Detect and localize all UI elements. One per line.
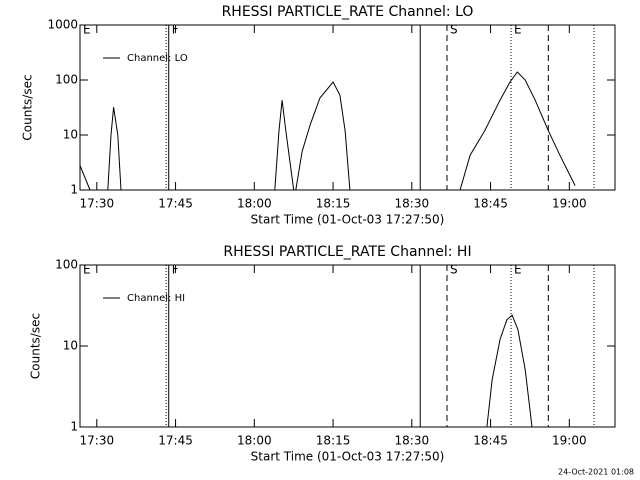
data-line [486, 314, 533, 428]
x-tick-label: 19:00 [552, 197, 587, 211]
x-axis-label: Start Time (01-Oct-03 17:27:50) [251, 213, 445, 227]
marker-label: F [172, 23, 179, 37]
y-tick-label: 1 [70, 183, 78, 197]
legend-label: Channel: LO [127, 53, 188, 64]
x-tick-label: 18:00 [237, 197, 272, 211]
marker-label: S [450, 23, 458, 37]
x-tick-label: 18:15 [316, 434, 351, 448]
legend-label: Channel: HI [127, 293, 185, 304]
y-tick-label: 10 [63, 339, 78, 353]
x-tick-label: 18:15 [316, 197, 351, 211]
x-tick-label: 17:45 [158, 434, 193, 448]
y-tick-label: 100 [55, 258, 78, 272]
y-tick-label: 1 [70, 420, 78, 434]
x-tick-label: 17:30 [80, 434, 115, 448]
y-tick-label: 1000 [47, 18, 78, 32]
y-tick-label: 100 [55, 73, 78, 87]
x-tick-label: 17:45 [158, 197, 193, 211]
x-tick-label: 18:30 [395, 434, 430, 448]
marker-label: E [514, 23, 522, 37]
chart-title: RHESSI PARTICLE_RATE Channel: HI [223, 244, 471, 260]
x-tick-label: 18:45 [473, 434, 508, 448]
x-tick-label: 18:45 [473, 197, 508, 211]
x-tick-label: 17:30 [80, 197, 115, 211]
chart-title: RHESSI PARTICLE_RATE Channel: LO [222, 4, 474, 20]
marker-label: E [514, 263, 522, 277]
x-tick-label: 18:30 [395, 197, 430, 211]
y-axis-label: Counts/sec [29, 313, 43, 379]
x-tick-label: 19:00 [552, 434, 587, 448]
marker-label: E [83, 263, 91, 277]
y-tick-label: 10 [63, 128, 78, 142]
marker-label: E [83, 23, 91, 37]
marker-label: S [450, 263, 458, 277]
timestamp: 24-Oct-2021 01:08 [558, 468, 634, 477]
marker-label: F [172, 263, 179, 277]
data-line [79, 71, 576, 191]
x-tick-label: 18:00 [237, 434, 272, 448]
y-axis-label: Counts/sec [21, 74, 35, 140]
x-axis-label: Start Time (01-Oct-03 17:27:50) [251, 450, 445, 464]
